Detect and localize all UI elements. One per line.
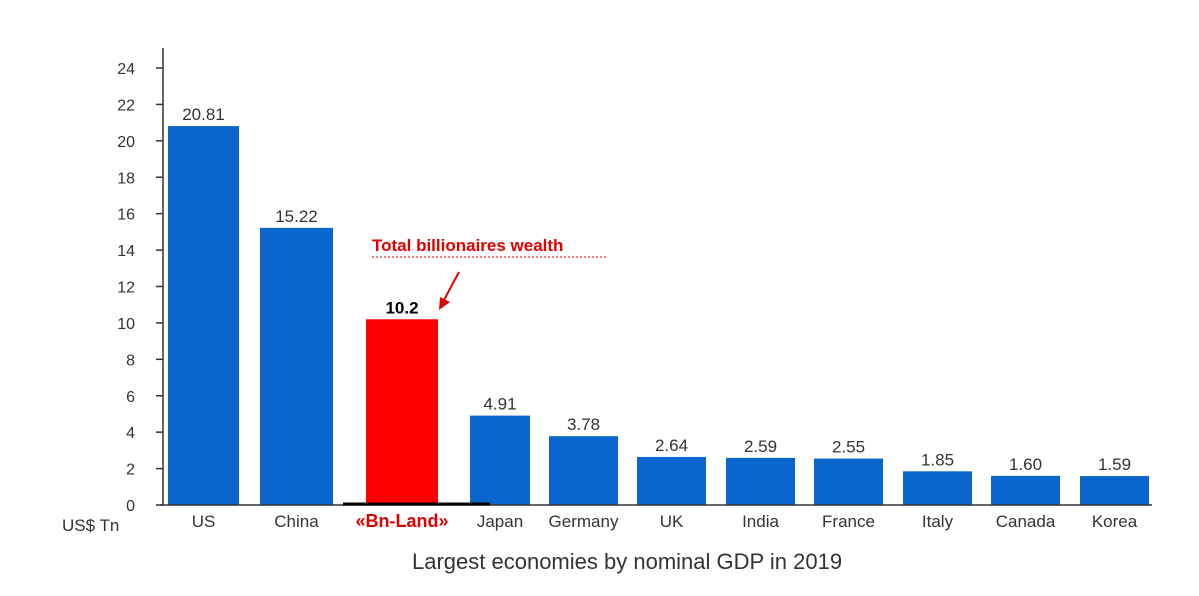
- category-label: Canada: [996, 512, 1056, 531]
- y-tick-label: 18: [117, 170, 135, 187]
- bars: [168, 126, 1149, 505]
- value-labels: 20.81 15.22 10.2 4.91 3.78 2.64 2.59 2.55 1.85 1.…: [182, 105, 1131, 474]
- bar-france: [814, 458, 883, 505]
- category-label: Italy: [922, 512, 954, 531]
- y-tick-label: 10: [117, 316, 135, 333]
- category-label: France: [822, 512, 875, 531]
- category-label: Japan: [477, 512, 523, 531]
- bar-india: [726, 457, 795, 505]
- category-label: UK: [660, 512, 684, 531]
- bar-us: [168, 126, 239, 505]
- bar-bn-land: [366, 319, 438, 505]
- category-label: Korea: [1092, 512, 1138, 531]
- bar-japan: [470, 415, 530, 505]
- y-tick-label: 22: [117, 97, 135, 114]
- value-label: 4.91: [483, 395, 516, 414]
- value-label: 2.64: [655, 436, 688, 455]
- value-label: 2.59: [744, 437, 777, 456]
- category-labels: US China «Bn-Land» Japan Germany UK India Franc…: [192, 511, 1138, 531]
- value-label: 1.85: [921, 450, 954, 469]
- y-tick-label: 0: [126, 498, 135, 515]
- value-label: 1.59: [1098, 455, 1131, 474]
- chart-title: Largest economies by nominal GDP in 2019: [412, 549, 842, 574]
- y-tick-label: 4: [126, 425, 135, 442]
- value-label: 15.22: [275, 207, 318, 226]
- bar-germany: [549, 436, 618, 505]
- y-tick-label: 16: [117, 207, 135, 224]
- y-tick-label: 20: [117, 134, 135, 151]
- bar-china: [260, 227, 333, 505]
- y-tick-label: 14: [117, 243, 135, 260]
- value-label: 1.60: [1009, 455, 1042, 474]
- value-label: 3.78: [567, 415, 600, 434]
- bar-uk: [637, 456, 706, 505]
- y-tick-label: 8: [126, 352, 135, 369]
- y-tick-label: 6: [126, 389, 135, 406]
- category-label: Germany: [549, 512, 619, 531]
- category-label: China: [274, 512, 319, 531]
- value-label: 10.2: [385, 298, 418, 317]
- bar-korea: [1080, 476, 1149, 505]
- category-label: «Bn-Land»: [355, 511, 448, 531]
- y-unit-label: US$ Tn: [62, 516, 119, 535]
- y-tick-label: 24: [117, 61, 135, 78]
- bar-canada: [991, 475, 1060, 505]
- annotation-text: Total billionaires wealth: [372, 236, 563, 255]
- value-label: 2.55: [832, 438, 865, 457]
- y-tick-label: 12: [117, 280, 135, 297]
- category-label: India: [742, 512, 779, 531]
- y-tick-label: 2: [126, 462, 135, 479]
- category-label: US: [192, 512, 216, 531]
- bar-italy: [903, 471, 972, 505]
- value-label: 20.81: [182, 105, 225, 124]
- annotation-arrow: [439, 271, 460, 310]
